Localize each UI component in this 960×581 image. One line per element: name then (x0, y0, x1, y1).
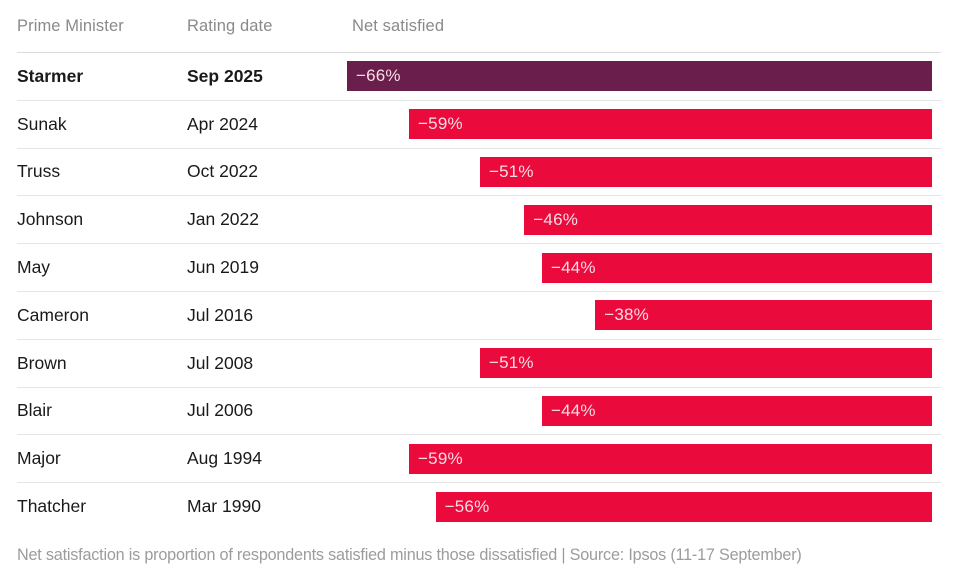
column-header-net-satisfied: Net satisfied (352, 16, 445, 35)
bar-value-label: −44% (551, 400, 596, 420)
pm-name: Starmer (17, 65, 84, 86)
net-satisfied-bar: −66% (347, 61, 932, 92)
bar-cell: −59% (347, 101, 932, 148)
table-header: Prime Minister Rating date Net satisfied (17, 0, 941, 52)
bar-cell: −56% (347, 483, 932, 530)
rating-date: Apr 2024 (187, 113, 259, 134)
bar-cell: −44% (347, 244, 932, 291)
bar-cell: −38% (347, 292, 932, 339)
column-header-prime-minister: Prime Minister (17, 16, 124, 35)
net-satisfied-bar: −56% (435, 491, 932, 522)
table-row: Cameron Jul 2016 −38% (17, 290, 941, 339)
pm-name: May (17, 257, 51, 278)
pm-name: Cameron (17, 304, 89, 325)
table-row: Starmer Sep 2025 −66% (17, 52, 941, 100)
table-row: Johnson Jan 2022 −46% (17, 195, 941, 243)
column-header-rating-date: Rating date (187, 16, 273, 35)
rating-date: Jul 2008 (187, 352, 254, 373)
bar-cell: −59% (347, 435, 932, 482)
net-satisfied-bar: −44% (542, 252, 932, 283)
bar-cell: −51% (347, 149, 932, 196)
rating-date: Jul 2006 (187, 400, 254, 421)
pm-name: Truss (17, 161, 61, 182)
rating-date: Jan 2022 (187, 209, 260, 230)
rating-date: Sep 2025 (187, 65, 263, 86)
table-row: Truss Oct 2022 −51% (17, 147, 941, 196)
bar-value-label: −44% (551, 257, 596, 277)
net-satisfied-bar: −59% (409, 443, 932, 474)
net-satisfied-bar: −51% (479, 156, 932, 187)
net-satisfied-bar: −59% (409, 109, 932, 140)
table-body: Starmer Sep 2025 −66% Sunak Apr 2024 −59… (17, 52, 941, 530)
bar-value-label: −51% (488, 353, 534, 373)
bar-value-label: −59% (418, 114, 463, 134)
table-row: Blair Jul 2006 −44% (17, 386, 941, 435)
net-satisfied-bar: −44% (542, 395, 932, 426)
bar-cell: −51% (347, 340, 932, 387)
pm-name: Major (17, 448, 61, 469)
pm-name: Thatcher (17, 496, 87, 517)
bar-cell: −66% (347, 53, 932, 100)
net-satisfied-bar: −51% (479, 348, 932, 379)
bar-value-label: −38% (604, 305, 649, 325)
table-row: Sunak Apr 2024 −59% (17, 99, 941, 148)
bar-value-label: −51% (488, 161, 534, 181)
rating-date: Jun 2019 (187, 257, 260, 278)
bar-value-label: −56% (444, 496, 490, 516)
rating-date: Jul 2016 (187, 304, 254, 325)
bar-cell: −44% (347, 388, 932, 435)
table-row: Major Aug 1994 −59% (17, 434, 941, 482)
rating-date: Mar 1990 (187, 496, 261, 517)
bar-cell: −46% (347, 196, 932, 243)
bar-value-label: −66% (356, 66, 401, 86)
bar-value-label: −59% (418, 448, 463, 468)
bar-value-label: −46% (533, 209, 579, 229)
rating-date: Oct 2022 (187, 161, 259, 182)
net-satisfied-bar: −38% (595, 300, 932, 331)
net-satisfied-bar: −46% (524, 204, 932, 235)
pm-name: Johnson (17, 209, 84, 230)
pm-name: Blair (17, 400, 53, 421)
table-row: Thatcher Mar 1990 −56% (17, 482, 941, 530)
table-row: Brown Jul 2008 −51% (17, 338, 941, 387)
pm-name: Brown (17, 352, 67, 373)
rating-date: Aug 1994 (187, 448, 262, 469)
footnote: Net satisfaction is proportion of respon… (17, 545, 802, 564)
pm-name: Sunak (17, 113, 67, 134)
table-row: May Jun 2019 −44% (17, 243, 941, 291)
